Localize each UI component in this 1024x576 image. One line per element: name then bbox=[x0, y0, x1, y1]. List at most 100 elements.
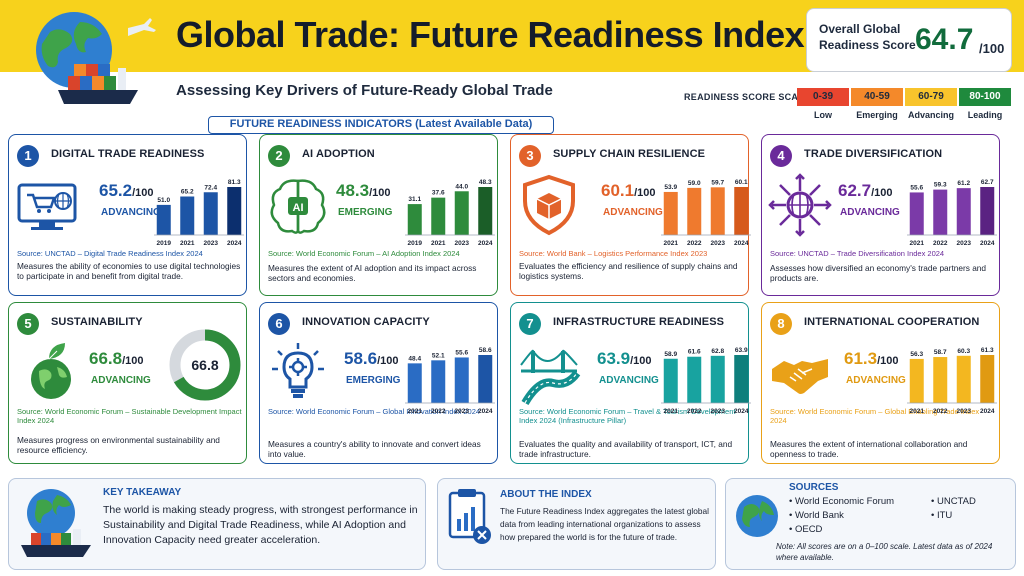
bar bbox=[980, 355, 995, 403]
bar-value-label: 61.3 bbox=[981, 347, 994, 354]
bar bbox=[734, 187, 749, 235]
bar bbox=[663, 358, 678, 403]
bar bbox=[663, 191, 678, 235]
x-tick-label: 2021 bbox=[180, 240, 195, 247]
bar-value-label: 59.7 bbox=[711, 179, 724, 186]
indicator-card: 8 INTERNATIONAL COOPERATION 61.3/100 ADVANC… bbox=[761, 302, 1000, 464]
report-chart-icon bbox=[448, 489, 491, 544]
bar bbox=[687, 356, 702, 403]
score-value: 65.2 bbox=[99, 181, 133, 200]
bar-value-label: 81.3 bbox=[228, 179, 241, 186]
bar bbox=[454, 357, 469, 403]
globe-icon bbox=[736, 495, 778, 537]
key-takeaway-box: KEY TAKEAWAY The world is making steady … bbox=[8, 478, 426, 570]
bar-value-label: 61.2 bbox=[957, 180, 970, 187]
bar-value-label: 58.9 bbox=[664, 351, 677, 358]
card-score: 48.3/100 bbox=[336, 181, 391, 201]
score-denominator: /100 bbox=[369, 187, 391, 199]
trend-bar-chart: 31.1 2019 37.6 2021 44.0 2023 48.3 2024 bbox=[405, 179, 495, 247]
bar-value-label: 62.8 bbox=[711, 348, 724, 355]
lightbulb-gear-icon bbox=[266, 341, 330, 405]
globe-ship-icon bbox=[36, 12, 156, 104]
indicator-card: 7 INFRASTRUCTURE READINESS 63.9/100 ADVANCI… bbox=[510, 302, 751, 464]
x-tick-label: 2021 bbox=[910, 408, 925, 415]
x-tick-label: 2021 bbox=[408, 408, 423, 415]
key-takeaway-text: The world is making steady progress, wit… bbox=[103, 504, 418, 546]
page-subtitle: Assessing Key Drivers of Future-Ready Gl… bbox=[176, 82, 553, 99]
bar bbox=[909, 358, 924, 403]
globe-arrows-icon bbox=[768, 173, 832, 237]
card-number: 3 bbox=[519, 145, 541, 167]
bar bbox=[734, 355, 749, 403]
trend-bar-chart: 48.4 2021 52.1 2022 55.6 2023 58.6 2024 bbox=[405, 347, 495, 415]
trend-bar-chart: 56.3 2021 58.7 2022 60.3 2023 61.3 2024 bbox=[907, 347, 997, 415]
x-tick-label: 2021 bbox=[664, 240, 679, 247]
bar bbox=[933, 357, 948, 403]
x-tick-label: 2021 bbox=[664, 408, 679, 415]
scale-band-leading: 80-100 bbox=[959, 88, 1011, 106]
scale-range: 60-79 bbox=[918, 91, 944, 102]
card-number: 5 bbox=[17, 313, 39, 335]
bar-value-label: 37.6 bbox=[432, 190, 445, 197]
bar-value-label: 44.0 bbox=[455, 183, 468, 190]
score-denominator: /100 bbox=[630, 355, 652, 367]
bar bbox=[909, 192, 924, 235]
card-description: Evaluates the quality and availability o… bbox=[519, 439, 733, 459]
source-item: ITU bbox=[931, 510, 952, 521]
source-item: UNCTAD bbox=[931, 496, 976, 507]
card-description: Measures the extent of AI adoption and i… bbox=[268, 263, 477, 283]
card-title: AI ADOPTION bbox=[302, 148, 375, 160]
card-source: Source: World Economic Forum – Sustainab… bbox=[17, 407, 242, 425]
scale-label: Leading bbox=[967, 110, 1003, 120]
card-number: 1 bbox=[17, 145, 39, 167]
indicator-card: 3 SUPPLY CHAIN RESILIENCE 60.1/100 ADVANCIN… bbox=[510, 134, 751, 296]
donut-chart: 66.8 bbox=[169, 329, 241, 401]
bar bbox=[203, 192, 218, 235]
x-tick-label: 2024 bbox=[478, 240, 493, 247]
shield-box-icon bbox=[517, 173, 581, 237]
bar bbox=[156, 204, 171, 235]
x-tick-label: 2021 bbox=[910, 240, 925, 247]
bar-value-label: 53.9 bbox=[664, 184, 677, 191]
score-value: 66.8 bbox=[89, 349, 123, 368]
trend-bar-chart: 51.0 2019 65.2 2021 72.4 2023 81.3 2024 bbox=[154, 179, 244, 247]
globe-ship-icon bbox=[21, 489, 91, 557]
donut-label: 66.8 bbox=[191, 357, 218, 373]
scale-band-emerging: 40-59 bbox=[851, 88, 903, 106]
scale-title: READINESS SCORE SCALE bbox=[684, 92, 811, 102]
bar bbox=[431, 197, 446, 235]
trend-bar-chart: 53.9 2021 59.0 2022 59.7 2023 60.1 2024 bbox=[661, 179, 751, 247]
bar-value-label: 48.3 bbox=[479, 179, 492, 186]
x-tick-label: 2022 bbox=[431, 408, 446, 415]
x-tick-label: 2023 bbox=[204, 240, 219, 247]
page-title: Global Trade: Future Readiness Index bbox=[176, 14, 805, 55]
card-score: 61.3/100 bbox=[844, 349, 899, 369]
card-score: 63.9/100 bbox=[597, 349, 652, 369]
status-badge: ADVANCING bbox=[599, 375, 659, 386]
bar bbox=[687, 187, 702, 235]
sources-box: SOURCES World Economic Forum World Bank … bbox=[725, 478, 1016, 570]
bar-value-label: 59.0 bbox=[688, 180, 701, 187]
x-tick-label: 2024 bbox=[734, 408, 749, 415]
leaf-globe-icon bbox=[19, 341, 83, 405]
scale-range: 80-100 bbox=[969, 91, 1001, 102]
card-source: Source: UNCTAD – Digital Trade Readiness… bbox=[17, 249, 203, 258]
bar-value-label: 60.1 bbox=[735, 179, 748, 186]
card-source: Source: UNCTAD – Trade Diversification I… bbox=[770, 249, 945, 258]
score-denominator: /100 bbox=[877, 355, 899, 367]
bar-value-label: 51.0 bbox=[157, 197, 170, 204]
bar-value-label: 61.6 bbox=[688, 349, 701, 356]
source-item: World Economic Forum bbox=[789, 496, 894, 507]
about-index-box: ABOUT THE INDEX The Future Readiness Ind… bbox=[437, 478, 716, 570]
x-tick-label: 2022 bbox=[933, 408, 948, 415]
card-score: 60.1/100 bbox=[601, 181, 656, 201]
x-tick-label: 2023 bbox=[957, 240, 972, 247]
card-title: SUSTAINABILITY bbox=[51, 316, 143, 328]
x-tick-label: 2023 bbox=[711, 408, 726, 415]
trend-bar-chart: 55.6 2021 59.3 2022 61.2 2023 62.7 2024 bbox=[907, 179, 997, 247]
x-tick-label: 2024 bbox=[227, 240, 242, 247]
bar bbox=[478, 187, 493, 235]
overall-score-label: Overall Global Readiness Score bbox=[819, 22, 916, 52]
card-source: Source: World Economic Forum – Travel & … bbox=[519, 407, 736, 425]
ai-brain-icon: AI bbox=[266, 173, 330, 237]
